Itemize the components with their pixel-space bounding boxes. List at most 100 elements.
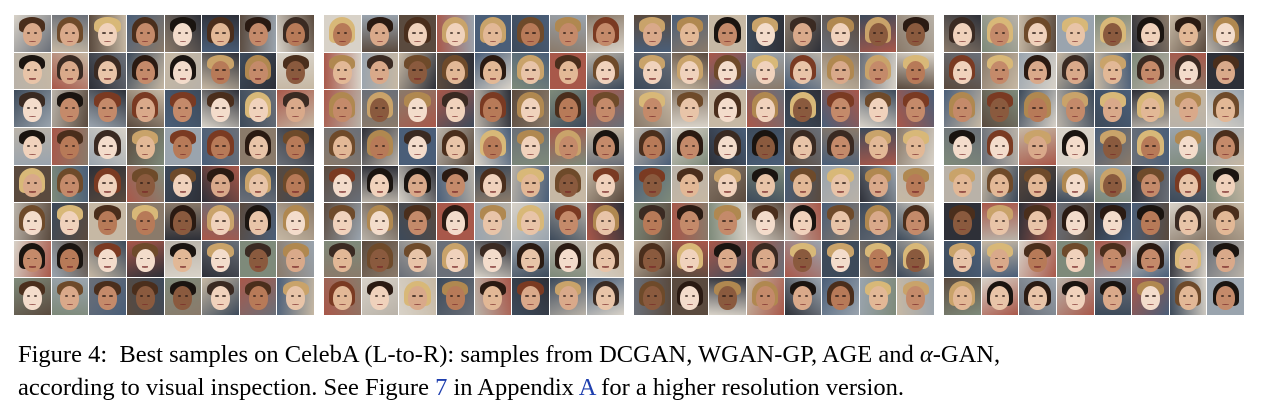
sample-image — [512, 240, 549, 278]
sample-image — [1132, 127, 1169, 165]
sample-image — [859, 203, 897, 240]
sample-image — [981, 203, 1019, 240]
sample-image — [1169, 52, 1207, 90]
caption-text-4: for a higher resolution version. — [595, 374, 904, 401]
sample-image — [51, 90, 89, 127]
sample-image — [324, 15, 361, 52]
sample-image — [1169, 90, 1207, 127]
sample-image — [474, 203, 512, 240]
sample-image — [164, 90, 202, 127]
sample-image — [1207, 203, 1244, 240]
sample-image — [634, 52, 671, 90]
sample-image — [399, 278, 436, 315]
sample-image — [51, 278, 89, 315]
sample-image — [164, 278, 202, 315]
sample-image — [512, 278, 549, 315]
sample-image — [859, 127, 897, 165]
sample-image — [324, 90, 361, 127]
sample-image — [709, 52, 746, 90]
sample-image — [277, 90, 314, 127]
sample-image — [897, 165, 934, 203]
sample-image — [1056, 203, 1094, 240]
sample-image — [709, 165, 746, 203]
sample-image — [277, 240, 314, 278]
sample-image — [399, 90, 436, 127]
sample-image — [746, 90, 784, 127]
sample-image — [634, 278, 671, 315]
sample-image — [709, 90, 746, 127]
sample-image — [512, 90, 549, 127]
sample-image — [784, 127, 822, 165]
sample-image — [981, 165, 1019, 203]
sample-image — [277, 127, 314, 165]
sample-image — [399, 15, 436, 52]
sample-image — [14, 165, 51, 203]
sample-image — [746, 15, 784, 52]
sample-image — [1019, 165, 1056, 203]
sample-image — [126, 90, 164, 127]
sample-image — [239, 90, 277, 127]
sample-image — [587, 90, 624, 127]
sample-image — [512, 52, 549, 90]
sample-image — [746, 240, 784, 278]
appendix-a-link[interactable]: A — [578, 374, 596, 401]
sample-image — [89, 203, 126, 240]
sample-image — [89, 240, 126, 278]
sample-image — [1132, 203, 1169, 240]
sample-image — [361, 165, 399, 203]
sample-image — [1207, 90, 1244, 127]
figure-7-link[interactable]: 7 — [435, 374, 448, 401]
sample-image — [239, 278, 277, 315]
sample-image — [202, 90, 239, 127]
sample-image — [436, 15, 474, 52]
sample-image — [126, 15, 164, 52]
sample-image — [1207, 278, 1244, 315]
sample-image — [709, 127, 746, 165]
sample-image — [126, 203, 164, 240]
figure-caption: Figure 4: Best samples on CelebA (L-to-R… — [18, 338, 1248, 404]
sample-image — [1094, 127, 1132, 165]
sample-image — [859, 90, 897, 127]
sample-image — [1207, 127, 1244, 165]
sample-image — [944, 203, 981, 240]
sample-image — [822, 127, 859, 165]
sample-image — [784, 15, 822, 52]
sample-image — [1207, 240, 1244, 278]
sample-image — [1056, 240, 1094, 278]
sample-image — [1169, 15, 1207, 52]
sample-image — [944, 165, 981, 203]
sample-image — [14, 15, 51, 52]
sample-image — [239, 52, 277, 90]
sample-image — [981, 15, 1019, 52]
sample-image — [1019, 278, 1056, 315]
sample-image — [126, 52, 164, 90]
sample-image — [549, 127, 587, 165]
sample-image — [1019, 90, 1056, 127]
sample-image — [709, 240, 746, 278]
sample-image — [822, 165, 859, 203]
sample-image — [324, 240, 361, 278]
sample-image — [202, 203, 239, 240]
sample-image — [1019, 15, 1056, 52]
sample-image — [1019, 240, 1056, 278]
sample-image — [822, 278, 859, 315]
sample-image — [634, 127, 671, 165]
sample-image — [1207, 52, 1244, 90]
sample-image — [361, 203, 399, 240]
sample-image — [549, 90, 587, 127]
sample-image — [671, 90, 709, 127]
sample-image — [239, 15, 277, 52]
sample-image — [981, 127, 1019, 165]
sample-image — [634, 15, 671, 52]
sample-image — [436, 278, 474, 315]
sample-image — [512, 165, 549, 203]
sample-image — [399, 240, 436, 278]
sample-image — [14, 240, 51, 278]
sample-image — [164, 165, 202, 203]
alpha-symbol: α — [919, 341, 933, 368]
sample-image — [822, 203, 859, 240]
sample-image — [1169, 127, 1207, 165]
sample-image — [1169, 278, 1207, 315]
sample-image — [126, 165, 164, 203]
sample-image — [51, 240, 89, 278]
